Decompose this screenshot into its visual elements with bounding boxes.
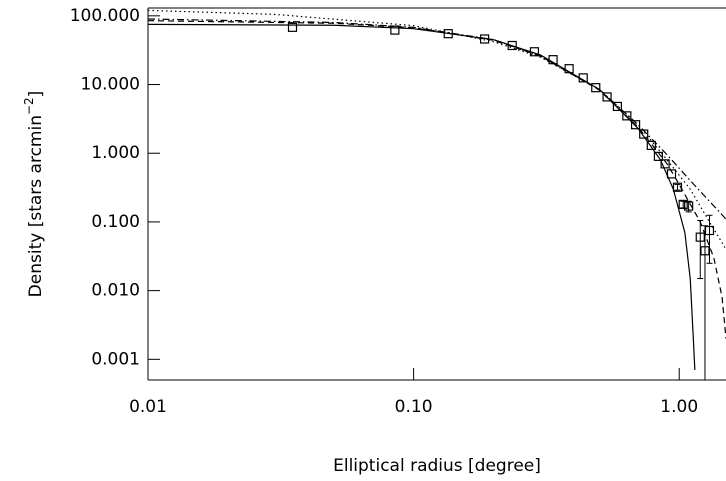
x-tick-label: 0.10 <box>395 397 433 417</box>
data-point <box>443 29 453 39</box>
y-axis-label-end: ] <box>26 91 46 98</box>
data-point <box>591 83 601 93</box>
data-point <box>602 92 612 102</box>
data-point <box>612 101 622 112</box>
data-point <box>578 73 588 83</box>
data-point <box>678 199 688 209</box>
y-axis-label: Density [stars arcmin−2] <box>22 91 47 298</box>
data-point <box>287 22 298 32</box>
data-point <box>700 246 710 256</box>
y-axis-label-sup: −2 <box>22 97 36 115</box>
y-tick-label: 10.000 <box>81 75 140 95</box>
plot-area <box>148 9 726 380</box>
model-curve <box>148 20 726 339</box>
data-point <box>630 120 641 130</box>
x-tick-label: 1.00 <box>660 397 698 417</box>
data-point <box>684 201 694 211</box>
y-axis-label-text: Density [stars arcmin <box>26 115 46 297</box>
data-point <box>672 182 683 192</box>
data-point <box>639 129 649 139</box>
data-point <box>666 169 677 179</box>
data-point <box>695 232 705 242</box>
data-point <box>653 151 664 161</box>
data-point <box>529 47 540 57</box>
data-point <box>548 55 558 65</box>
model-curve <box>148 23 696 370</box>
y-tick-label: 1.000 <box>91 143 140 163</box>
x-axis-label: Elliptical radius [degree] <box>333 456 541 476</box>
model-curve <box>148 18 726 220</box>
y-tick-label: 0.010 <box>91 281 140 301</box>
x-tick-label: 0.01 <box>129 397 167 417</box>
data-point <box>507 40 517 51</box>
y-tick-label: 0.001 <box>91 349 140 369</box>
data-point <box>660 159 670 169</box>
data-point <box>390 25 400 35</box>
data-point <box>646 140 656 150</box>
y-tick-label: 0.100 <box>91 212 140 232</box>
data-point <box>564 64 574 74</box>
data-point <box>704 225 715 236</box>
data-point <box>479 34 490 44</box>
data-point <box>622 111 632 121</box>
y-tick-label: 100.000 <box>70 6 140 26</box>
